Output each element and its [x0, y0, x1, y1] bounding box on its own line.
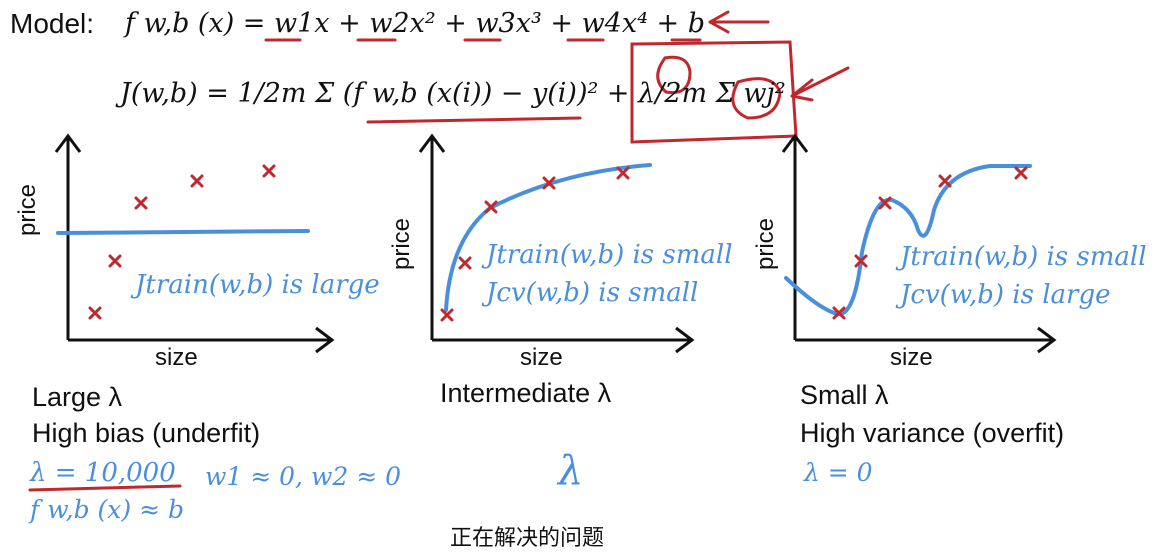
panel2-annotation-train: Jtrain(w,b) is small — [486, 240, 733, 270]
panel3-caption-line1: Small λ — [800, 380, 889, 411]
panel2-xlabel: size — [520, 344, 563, 372]
panel1-caption-line1: Large λ — [32, 382, 122, 413]
marker — [264, 166, 274, 176]
panel3-ylabel: price — [752, 218, 780, 270]
marker — [460, 258, 470, 268]
panel1-xlabel: size — [155, 344, 198, 372]
model-label: Model: — [10, 8, 94, 40]
model-formula: f w,b (x) = w1x + w2x² + w3x³ + w4x⁴ + b — [125, 8, 705, 39]
marker — [192, 176, 202, 186]
marker — [90, 308, 100, 318]
marker — [940, 176, 950, 186]
marker — [110, 256, 120, 266]
arrow-to-regularization — [792, 68, 848, 100]
panel1-lambda-value: λ = 10,000 — [30, 458, 176, 488]
panel1-function-note: f w,b (x) ≈ b — [30, 495, 184, 524]
panel1-caption-line2: High bias (underfit) — [32, 418, 260, 449]
panel1-annotation: Jtrain(w,b) is large — [135, 270, 380, 300]
video-subtitle: 正在解决的问题 — [450, 520, 604, 552]
cost-formula: J(w,b) = 1/2m Σ (f w,b (x(i)) − y(i))² +… — [120, 78, 786, 109]
panel1-fit-line — [58, 231, 308, 233]
panel2-lambda-value: λ — [558, 448, 583, 494]
panel1-axes — [56, 136, 332, 352]
panel2-ylabel: price — [388, 218, 416, 270]
panel3-caption-line2: High variance (overfit) — [800, 418, 1064, 449]
panel1-weights-note: w1 ≈ 0, w2 ≈ 0 — [205, 462, 401, 491]
panel2-caption-line1: Intermediate λ — [440, 378, 611, 409]
underline-error-term — [368, 118, 580, 122]
panel3-annotation-train: Jtrain(w,b) is small — [900, 242, 1147, 272]
arrow-to-b — [710, 12, 768, 32]
panel1-ylabel: price — [14, 184, 42, 236]
panel3-lambda-value: λ = 0 — [804, 458, 873, 487]
marker — [136, 198, 146, 208]
marker — [1016, 168, 1026, 178]
panel3-xlabel: size — [890, 344, 933, 372]
panel2-annotation-cv: Jcv(w,b) is small — [486, 278, 698, 308]
panel3-annotation-cv: Jcv(w,b) is large — [900, 280, 1111, 310]
